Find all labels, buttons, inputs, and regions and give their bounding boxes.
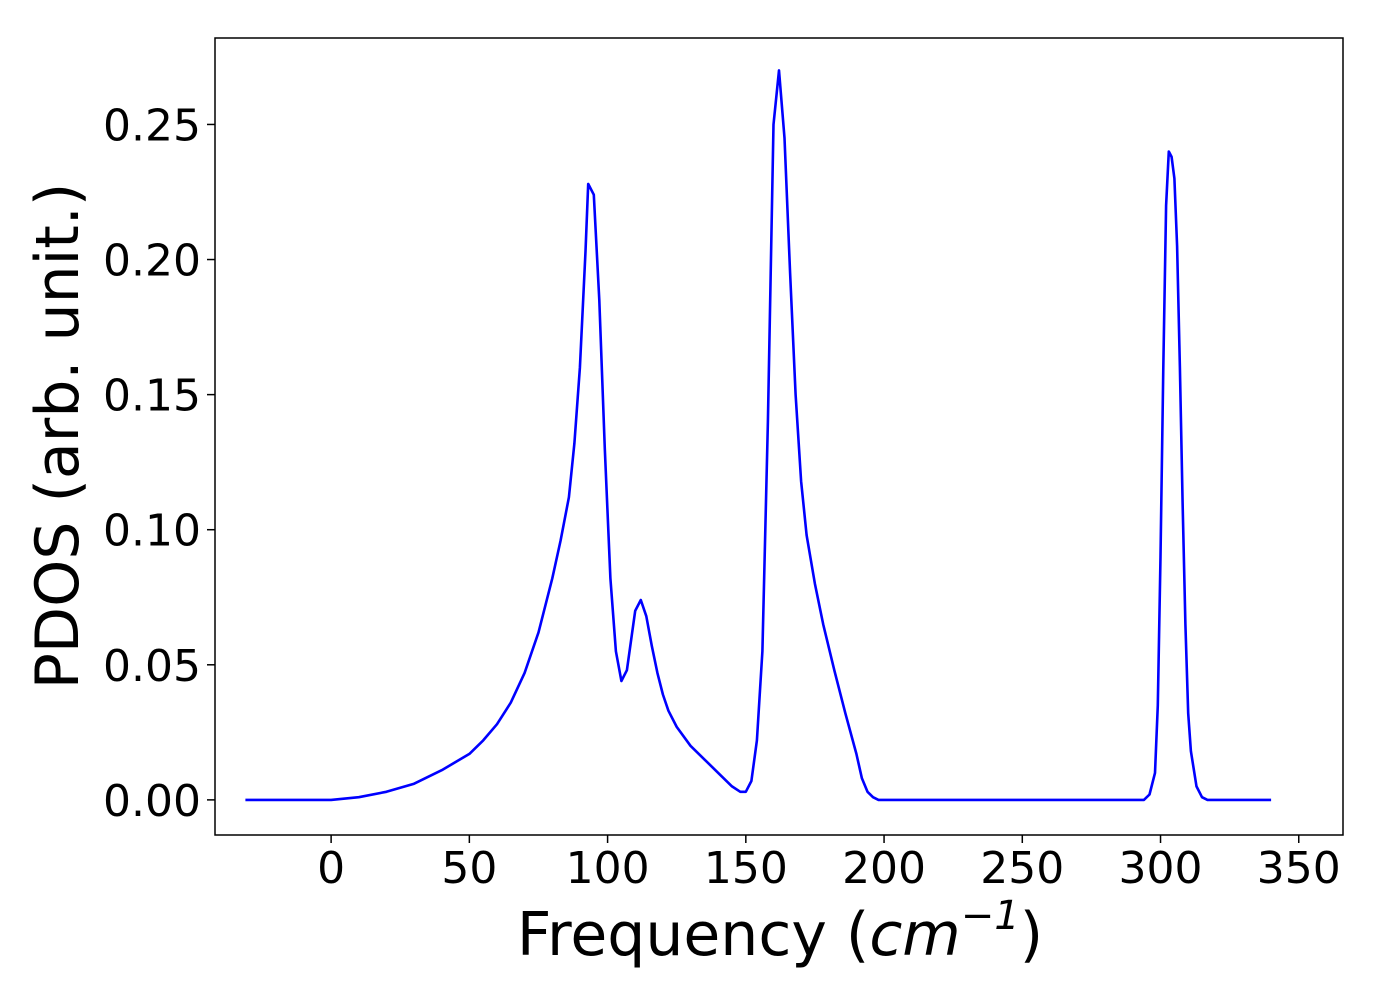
y-tick-label: 0.00 [103, 776, 201, 827]
x-axis-unit: cm [869, 900, 960, 970]
x-tick-label: 100 [566, 843, 650, 894]
x-ticks: 0 50 100 150 200 250 300 350 [317, 835, 1341, 894]
y-tick-label: 0.25 [103, 100, 201, 151]
y-tick-label: 0.20 [103, 236, 201, 287]
y-axis-label: PDOS (arb. unit.) [23, 183, 93, 690]
x-tick-label: 200 [842, 843, 926, 894]
plot-area-frame [214, 37, 1344, 836]
x-axis-unit-exponent: −1 [961, 893, 1020, 939]
y-tick-label: 0.05 [103, 641, 201, 692]
x-tick-label: 50 [441, 843, 497, 894]
x-tick-label: 250 [980, 843, 1064, 894]
x-axis-label-text: Frequency [517, 900, 827, 970]
y-tick-label: 0.15 [103, 371, 201, 422]
x-tick-label: 0 [317, 843, 345, 894]
y-ticks: 0.00 0.05 0.10 0.15 0.20 0.25 [103, 100, 215, 827]
x-tick-label: 150 [704, 843, 788, 894]
x-tick-label: 350 [1257, 843, 1341, 894]
x-tick-label: 300 [1119, 843, 1203, 894]
x-axis-label: Frequency (cm−1) [517, 893, 1043, 970]
series-line [245, 69, 1272, 802]
y-tick-label: 0.10 [103, 506, 201, 557]
